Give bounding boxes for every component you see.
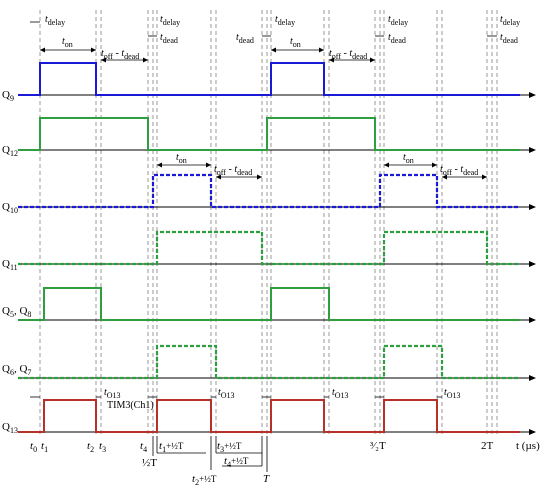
guide-lines bbox=[39, 10, 498, 436]
axis-arrow-q11 bbox=[529, 261, 536, 267]
t-on-label-3: ton bbox=[176, 152, 187, 165]
waveform-q10 bbox=[18, 173, 520, 209]
t-o13-label-3: tO13 bbox=[332, 387, 349, 400]
arrowhead bbox=[442, 174, 447, 180]
tick-2T: 2T bbox=[481, 440, 494, 452]
tick-t0: t0 bbox=[30, 440, 37, 454]
label-q12: Q12 bbox=[2, 144, 18, 158]
arrowhead bbox=[329, 57, 334, 63]
arrowhead bbox=[143, 57, 148, 63]
arrowhead bbox=[482, 174, 487, 180]
time-axis-labels: t0 t1 t2 t3 t4 ½T t1+½T t2+½T t3+½T t4+½… bbox=[30, 436, 540, 486]
top-annotations: tdelay ton toff - tdead tdelay tdead tde… bbox=[30, 14, 520, 63]
label-q13: Q13 bbox=[2, 421, 18, 435]
t-dead-label-2: tdead bbox=[236, 32, 254, 45]
waveform-q9 bbox=[18, 62, 520, 96]
arrowhead bbox=[319, 47, 324, 53]
t-delay-label-2: tdelay bbox=[160, 14, 180, 27]
t-dead-label-3: tdead bbox=[388, 32, 406, 45]
t-dead-label-1: tdead bbox=[160, 32, 178, 45]
t-on-label-1: ton bbox=[62, 36, 73, 49]
waveform-q5-q8 bbox=[18, 287, 520, 321]
label-q5-q8: Q5, Q8 bbox=[2, 305, 31, 319]
time-axis-label: t (µs) bbox=[516, 440, 540, 452]
axis-arrow-q9 bbox=[529, 92, 536, 98]
arrowhead bbox=[40, 47, 45, 53]
tick-half-t: ½T bbox=[142, 457, 157, 469]
waveform-q11 bbox=[18, 230, 520, 266]
axis-arrow-q5-q8 bbox=[529, 317, 536, 323]
t-delay-label-5: tdelay bbox=[500, 14, 520, 27]
t-on-label-2: ton bbox=[290, 36, 301, 49]
signal-rows: Q9 Q12 Q10 Q11 Q5, Q8 Q6, Q7 Q13 bbox=[2, 62, 536, 435]
label-q11: Q11 bbox=[2, 258, 18, 272]
tim-label: TIM3(Ch1) bbox=[107, 400, 154, 411]
arrowhead bbox=[432, 162, 437, 168]
arrowhead bbox=[91, 47, 96, 53]
waveform-q6-q7 bbox=[18, 344, 520, 380]
t-delay-label-3: tdelay bbox=[275, 14, 295, 27]
arrowhead bbox=[271, 47, 276, 53]
arrowhead bbox=[384, 162, 389, 168]
arrowhead bbox=[370, 57, 375, 63]
tick-t2: t2 bbox=[87, 440, 94, 454]
arrowhead bbox=[257, 174, 262, 180]
tick-three-half-t: ³⁄₂T bbox=[370, 440, 386, 452]
q13-annotations: tO13 TIM3(Ch1) tO13 tO13 tO13 bbox=[30, 387, 461, 411]
t-delay-label-1: tdelay bbox=[45, 14, 65, 27]
tick-t2h: t2+½T bbox=[192, 473, 217, 486]
tick-t1: t1 bbox=[41, 440, 48, 454]
arrowhead bbox=[101, 57, 106, 63]
arrowhead bbox=[206, 162, 211, 168]
axis-arrow-q13 bbox=[529, 429, 536, 435]
waveform-q12 bbox=[18, 117, 520, 151]
tick-t1h: t1+½T bbox=[159, 440, 184, 454]
tick-t3: t3 bbox=[99, 440, 106, 454]
tick-t3h: t3+½T bbox=[217, 440, 242, 454]
label-q6-q7: Q6, Q7 bbox=[2, 363, 31, 377]
t-o13-label-4: tO13 bbox=[444, 387, 461, 400]
t-off-dead-label-3: toff - tdead bbox=[214, 164, 252, 177]
label-q10: Q10 bbox=[2, 201, 18, 215]
t-dead-label-4: tdead bbox=[500, 32, 518, 45]
arrowhead bbox=[216, 174, 221, 180]
t-on-label-4: ton bbox=[403, 152, 414, 165]
tick-t4: t4 bbox=[140, 440, 147, 454]
waveform-q13 bbox=[18, 399, 520, 433]
tick-T: T bbox=[263, 473, 270, 485]
axis-arrow-q12 bbox=[529, 147, 536, 153]
t-off-dead-label-1: toff - tdead bbox=[101, 48, 139, 61]
label-q9: Q9 bbox=[2, 89, 14, 103]
axis-arrow-q10 bbox=[529, 204, 536, 210]
t-delay-label-4: tdelay bbox=[388, 14, 408, 27]
t-off-dead-label-2: toff - tdead bbox=[329, 48, 367, 61]
q10-annotations: ton toff - tdead ton toff - tdead bbox=[157, 152, 487, 180]
axis-arrow-q6-q7 bbox=[529, 375, 536, 381]
t-o13-label-1: tO13 bbox=[104, 387, 121, 400]
t-off-dead-label-4: toff - tdead bbox=[440, 164, 478, 177]
t-o13-label-2: tO13 bbox=[218, 387, 235, 400]
arrowhead bbox=[157, 162, 162, 168]
tick-t4h: t4+½T bbox=[224, 455, 249, 469]
